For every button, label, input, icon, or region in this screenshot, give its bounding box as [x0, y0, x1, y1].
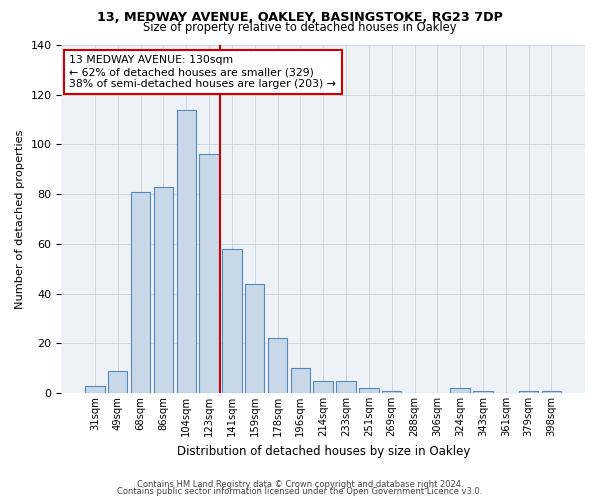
Bar	[176, 110, 196, 393]
Bar	[519, 390, 538, 393]
Bar	[382, 390, 401, 393]
Bar	[337, 380, 356, 393]
Bar	[222, 249, 242, 393]
Bar	[199, 154, 219, 393]
X-axis label: Distribution of detached houses by size in Oakley: Distribution of detached houses by size …	[176, 444, 470, 458]
Bar	[131, 192, 150, 393]
Bar	[245, 284, 265, 393]
Text: Size of property relative to detached houses in Oakley: Size of property relative to detached ho…	[143, 22, 457, 35]
Bar	[313, 380, 333, 393]
Text: 13 MEDWAY AVENUE: 130sqm
← 62% of detached houses are smaller (329)
38% of semi-: 13 MEDWAY AVENUE: 130sqm ← 62% of detach…	[69, 56, 336, 88]
Bar	[268, 338, 287, 393]
Bar	[290, 368, 310, 393]
Bar	[85, 386, 104, 393]
Text: Contains public sector information licensed under the Open Government Licence v3: Contains public sector information licen…	[118, 487, 482, 496]
Bar	[451, 388, 470, 393]
Bar	[542, 390, 561, 393]
Bar	[108, 370, 127, 393]
Bar	[359, 388, 379, 393]
Text: Contains HM Land Registry data © Crown copyright and database right 2024.: Contains HM Land Registry data © Crown c…	[137, 480, 463, 489]
Y-axis label: Number of detached properties: Number of detached properties	[15, 130, 25, 309]
Text: 13, MEDWAY AVENUE, OAKLEY, BASINGSTOKE, RG23 7DP: 13, MEDWAY AVENUE, OAKLEY, BASINGSTOKE, …	[97, 11, 503, 24]
Bar	[154, 186, 173, 393]
Bar	[473, 390, 493, 393]
